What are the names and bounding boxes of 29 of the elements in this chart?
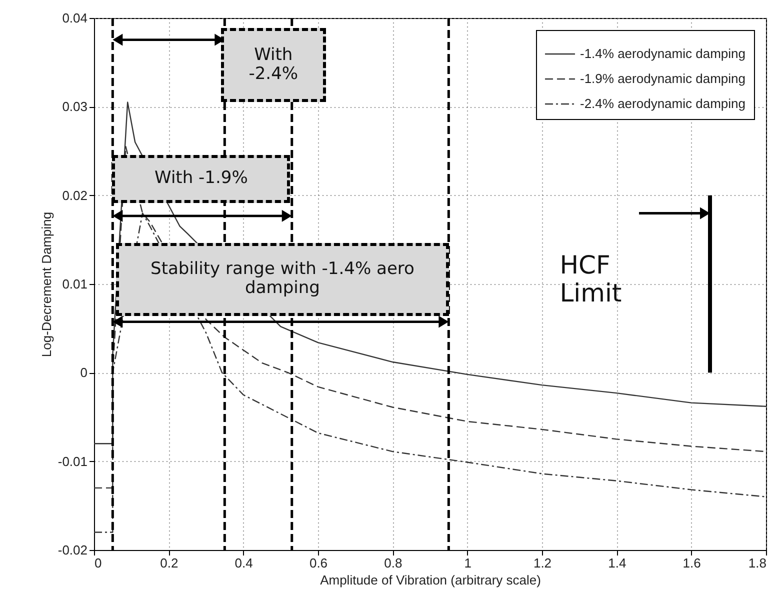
- x-tick-label: 0: [94, 556, 102, 570]
- y-tick-label: 0: [80, 365, 88, 380]
- note-box: With -2.4%: [221, 28, 326, 102]
- x-tick-label: 1.2: [533, 556, 552, 570]
- y-axis-title: Log-Decrement Damping: [38, 212, 54, 358]
- x-tick-label: 0.6: [309, 556, 328, 570]
- x-tick-label: 1: [464, 556, 472, 570]
- x-axis-title: Amplitude of Vibration (arbitrary scale): [320, 572, 541, 588]
- x-tick-label: 1.4: [608, 556, 626, 570]
- annotation: HCF Limit: [560, 250, 623, 308]
- x-tick-label: 0.2: [160, 556, 178, 570]
- y-tick-label: 0.02: [62, 188, 88, 203]
- x-tick-label: 1.8: [748, 556, 766, 570]
- annotation: With -1.9%: [154, 168, 248, 189]
- annotation: With -2.4%: [248, 44, 300, 85]
- y-tick-label: -0.02: [58, 542, 88, 558]
- note-box: Stability range with -1.4% aero damping: [116, 243, 449, 316]
- legend-label: -2.4% aerodynamic damping: [580, 96, 746, 111]
- legend-label: -1.4% aerodynamic damping: [580, 46, 746, 61]
- annotation: Stability range with -1.4% aero damping: [150, 258, 416, 300]
- note-box: With -1.9%: [112, 155, 290, 204]
- y-tick-label: 0.03: [62, 99, 88, 114]
- x-tick-label: 0.8: [384, 556, 402, 570]
- y-tick-label: 0.04: [62, 10, 88, 26]
- legend-label: -1.9% aerodynamic damping: [580, 71, 746, 86]
- y-tick-label: 0.01: [62, 276, 88, 292]
- y-tick-label: -0.01: [58, 454, 88, 469]
- x-tick-label: 1.6: [682, 556, 701, 570]
- x-tick-label: 0.4: [234, 556, 253, 570]
